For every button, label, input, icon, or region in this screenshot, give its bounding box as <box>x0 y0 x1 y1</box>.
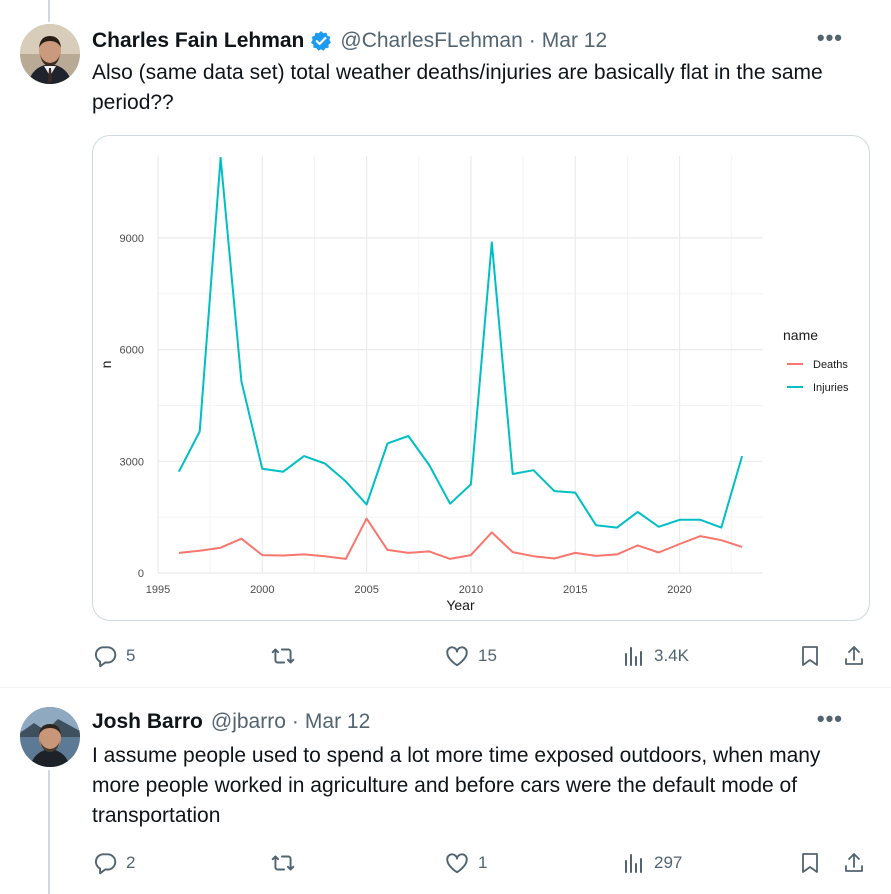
series-line-injuries <box>178 156 744 529</box>
share-icon <box>845 853 863 872</box>
x-tick-label: 1995 <box>146 584 170 596</box>
tweet[interactable]: Josh Barro @jbarro · Mar 12 ••• I assume… <box>0 689 891 894</box>
reply-count: 2 <box>126 853 136 872</box>
tweet-header: Charles Fain Lehman @CharlesFLehman · Ma… <box>92 26 867 56</box>
y-axis-label: n <box>98 361 114 369</box>
share-button[interactable] <box>842 644 866 668</box>
series-line-deaths <box>178 517 743 560</box>
avatar[interactable] <box>20 24 80 84</box>
x-tick-label: 2015 <box>563 584 587 596</box>
more-options-icon[interactable]: ••• <box>816 706 843 731</box>
views-count: 3.4K <box>654 646 689 665</box>
like-count: 1 <box>478 853 488 872</box>
author-name[interactable]: Charles Fain Lehman <box>92 29 305 52</box>
verified-badge-icon <box>310 30 332 52</box>
chart-image[interactable]: 0 3000 6000 9000 1995 2000 2005 2010 2015 2020 Yea… <box>92 135 870 621</box>
reply-icon <box>94 646 117 668</box>
y-tick-label: 0 <box>138 568 144 580</box>
y-tick-label: 6000 <box>120 345 144 357</box>
like-button[interactable]: 1 <box>444 850 487 876</box>
x-tick-label: 2020 <box>667 584 691 596</box>
reply-button[interactable]: 5 <box>92 643 135 669</box>
views-count: 297 <box>654 853 683 872</box>
share-icon <box>845 646 863 665</box>
legend-title: name <box>783 327 818 343</box>
thread-line-reply <box>48 770 50 894</box>
x-tick-label: 2000 <box>250 584 274 596</box>
retweet-button[interactable] <box>270 643 304 669</box>
legend-label-injuries: Injuries <box>813 382 849 394</box>
tweet-header: Josh Barro @jbarro · Mar 12 ••• <box>92 707 867 737</box>
views-icon <box>625 647 642 666</box>
legend-label-deaths: Deaths <box>813 359 848 371</box>
tweet-actions: 5 15 3.4K <box>92 641 867 671</box>
tweet-actions: 2 1 297 <box>92 848 867 878</box>
views-button[interactable]: 3.4K <box>622 644 689 668</box>
bookmark-icon <box>802 853 818 873</box>
line-chart: 0 3000 6000 9000 1995 2000 2005 2010 2015 2020 Yea… <box>98 156 849 613</box>
y-tick-label: 3000 <box>120 456 144 468</box>
x-tick-label: 2005 <box>354 584 378 596</box>
share-button[interactable] <box>842 851 866 875</box>
x-tick-label: 2010 <box>459 584 483 596</box>
x-axis-label: Year <box>446 597 475 613</box>
tweet[interactable]: Charles Fain Lehman @CharlesFLehman · Ma… <box>0 0 891 688</box>
avatar[interactable] <box>20 707 80 767</box>
heart-icon <box>446 853 468 874</box>
author-handle[interactable]: @CharlesFLehman <box>340 29 523 52</box>
tweet-date[interactable]: Mar 12 <box>541 29 608 52</box>
separator-dot: · <box>291 710 299 733</box>
author-handle[interactable]: @jbarro <box>210 710 286 733</box>
bookmark-button[interactable] <box>798 851 822 875</box>
retweet-button[interactable] <box>270 850 304 876</box>
y-tick-label: 9000 <box>120 233 144 245</box>
reply-count: 5 <box>126 646 136 665</box>
thread-line-bottom <box>48 0 50 22</box>
like-count: 15 <box>478 646 497 665</box>
reply-icon <box>94 853 117 875</box>
tweet-date[interactable]: Mar 12 <box>304 710 371 733</box>
separator-dot: · <box>528 29 536 52</box>
heart-icon <box>446 646 468 667</box>
more-options-icon[interactable]: ••• <box>816 25 843 50</box>
bookmark-icon <box>802 646 818 666</box>
reply-button[interactable]: 2 <box>92 850 135 876</box>
tweet-text: Also (same data set) total weather death… <box>92 61 823 114</box>
like-button[interactable]: 15 <box>444 643 497 669</box>
retweet-icon <box>271 648 295 664</box>
views-button[interactable]: 297 <box>622 851 682 875</box>
author-name[interactable]: Josh Barro <box>92 710 203 733</box>
retweet-icon <box>271 855 295 871</box>
tweet-text: I assume people used to spend a lot more… <box>92 744 821 827</box>
bookmark-button[interactable] <box>798 644 822 668</box>
views-icon <box>625 854 642 873</box>
